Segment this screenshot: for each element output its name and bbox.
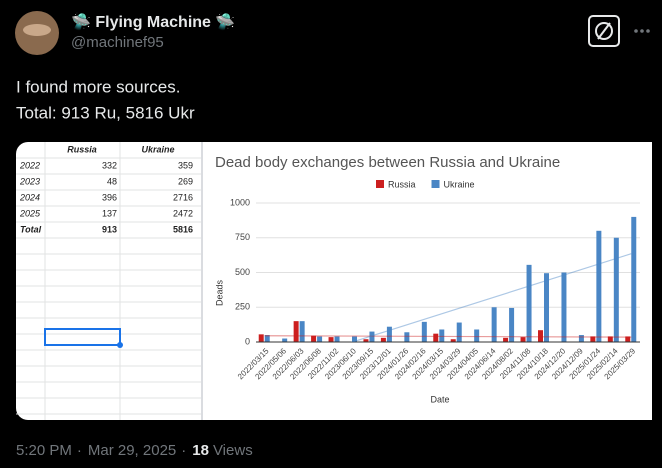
selection-handle xyxy=(117,342,123,348)
y-axis-title: Deads xyxy=(214,279,224,306)
bar xyxy=(631,216,637,342)
bar xyxy=(491,307,497,342)
row-label: 2024 xyxy=(19,192,40,202)
bar xyxy=(363,339,369,342)
bar xyxy=(317,336,323,342)
cell: 2716 xyxy=(173,192,193,202)
post-date[interactable]: Mar 29, 2025 xyxy=(88,442,176,459)
chart-title: Dead body exchanges between Russia and U… xyxy=(215,154,560,171)
spreadsheet: Russia Ukraine 2022 332 359 2023 48 269 2024 396 2… xyxy=(16,142,201,420)
bar xyxy=(352,336,357,342)
bar xyxy=(578,335,584,342)
y-tick-label: 750 xyxy=(235,232,250,242)
bar xyxy=(520,337,526,342)
row-label: 2022 xyxy=(19,160,40,170)
separator: · xyxy=(77,442,82,459)
bar xyxy=(380,337,386,342)
row-label: Total xyxy=(20,224,42,234)
bar xyxy=(421,321,427,342)
x-axis-title: Date xyxy=(430,394,449,404)
bar xyxy=(607,336,613,342)
cell: 5816 xyxy=(173,224,193,234)
y-tick-label: 250 xyxy=(235,302,250,312)
y-tick-label: 0 xyxy=(245,336,250,346)
bar xyxy=(625,336,631,342)
media[interactable]: Russia Ukraine 2022 332 359 2023 48 269 2024 396 2… xyxy=(16,142,652,420)
footer: 5:20 PM Mar 29, 2025 18 Views xyxy=(16,442,253,459)
cell: 269 xyxy=(178,176,193,186)
bar xyxy=(544,273,549,342)
row-label: 2025 xyxy=(19,208,41,218)
post-time[interactable]: 5:20 PM xyxy=(16,442,72,459)
bar xyxy=(334,336,340,342)
bar xyxy=(433,333,439,342)
bar xyxy=(258,334,264,342)
cell: 913 xyxy=(102,224,117,234)
bar xyxy=(538,330,543,342)
cell: 48 xyxy=(107,176,117,186)
views-label: Views xyxy=(213,442,253,459)
more-button[interactable] xyxy=(634,29,650,33)
panel-divider xyxy=(201,142,203,420)
trendline xyxy=(350,253,632,342)
bar xyxy=(450,339,456,342)
grok-icon-circle xyxy=(595,22,613,40)
bar xyxy=(503,337,509,342)
cell: 137 xyxy=(102,208,117,218)
bar xyxy=(596,230,602,342)
bar xyxy=(282,338,288,342)
tweet-text: I found more sources. xyxy=(16,77,180,96)
trendline xyxy=(264,335,632,338)
grok-icon[interactable] xyxy=(588,15,620,47)
y-tick-label: 500 xyxy=(235,267,250,277)
column-header: Ukraine xyxy=(141,144,174,154)
bar xyxy=(509,307,515,342)
legend-label: Ukraine xyxy=(444,179,475,189)
bar xyxy=(404,332,410,342)
bar xyxy=(474,329,480,342)
bar xyxy=(386,326,392,342)
avatar-detail xyxy=(23,24,51,36)
separator: · xyxy=(181,442,186,459)
view-count: 18 xyxy=(192,442,209,459)
cell: 359 xyxy=(178,160,193,170)
column-header: Russia xyxy=(67,144,97,154)
row-label: 2023 xyxy=(19,176,40,186)
bar xyxy=(526,264,532,342)
grok-icon-slash xyxy=(597,22,611,40)
chart-panel xyxy=(203,142,652,420)
bar xyxy=(456,322,462,342)
author-handle[interactable]: @machinef95 xyxy=(71,34,164,51)
bar xyxy=(311,335,317,342)
bar xyxy=(328,337,334,342)
cell: 396 xyxy=(102,192,117,202)
bar xyxy=(299,321,305,342)
tweet-text: Total: 913 Ru, 5816 Ukr xyxy=(16,103,195,122)
bar xyxy=(369,331,375,342)
bar xyxy=(439,329,445,342)
bar xyxy=(613,237,619,342)
bar xyxy=(590,336,596,342)
bar xyxy=(264,335,270,342)
bar xyxy=(561,272,567,342)
cell: 332 xyxy=(102,160,117,170)
legend-swatch xyxy=(431,180,440,188)
cell: 2472 xyxy=(173,208,193,218)
legend-label: Russia xyxy=(388,179,416,189)
y-tick-label: 1000 xyxy=(230,197,250,207)
selected-cell xyxy=(44,328,121,346)
bar xyxy=(293,321,299,342)
legend-swatch xyxy=(376,180,384,188)
author-name[interactable]: 🛸 Flying Machine 🛸 xyxy=(71,12,235,31)
